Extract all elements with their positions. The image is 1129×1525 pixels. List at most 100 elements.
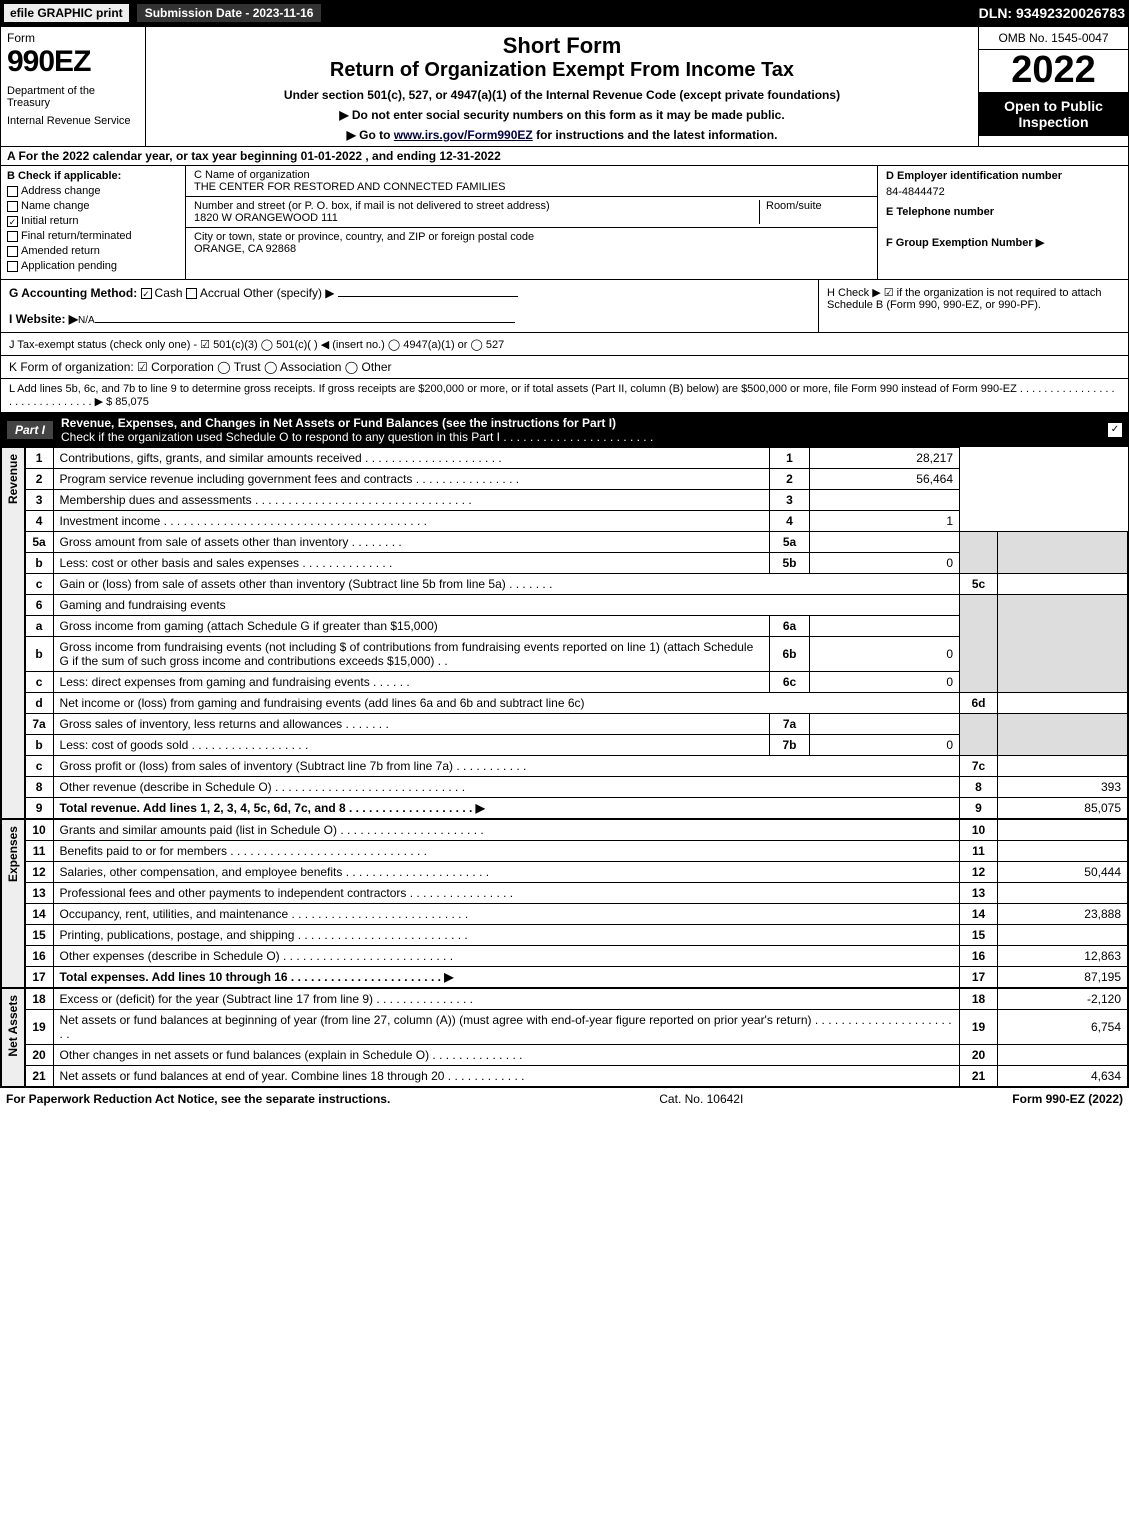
website-value: N/A xyxy=(78,315,95,326)
header-right: OMB No. 1545-0047 2022 Open to Public In… xyxy=(978,27,1128,146)
l7c-a xyxy=(998,756,1128,777)
l1-a: 28,217 xyxy=(810,448,960,469)
part-i-label: Part I xyxy=(7,421,53,439)
footer-catno: Cat. No. 10642I xyxy=(390,1092,1012,1106)
c-name-label: C Name of organization xyxy=(194,169,310,181)
form-label: Form xyxy=(7,31,139,45)
cb-cash[interactable]: ✓ xyxy=(141,288,152,299)
l6c-ma: 0 xyxy=(810,672,960,693)
accrual-label: Accrual xyxy=(200,286,240,300)
netassets-table: 18Excess or (deficit) for the year (Subt… xyxy=(25,988,1128,1087)
line-g: G Accounting Method: ✓Cash Accrual Other… xyxy=(1,280,818,332)
l9-n: 9 xyxy=(25,798,53,819)
part-i-checkbox[interactable]: ✓ xyxy=(1108,423,1122,437)
l6c-n: c xyxy=(25,672,53,693)
l1-i: 1 xyxy=(770,448,810,469)
line-k: K Form of organization: ☑ Corporation ◯ … xyxy=(1,356,1128,379)
l4-i: 4 xyxy=(770,511,810,532)
l2-i: 2 xyxy=(770,469,810,490)
section-de: D Employer identification number 84-4844… xyxy=(878,166,1128,279)
part-i-header: Part I Revenue, Expenses, and Changes in… xyxy=(1,413,1128,447)
l10-i: 10 xyxy=(960,820,998,841)
amended-return-label: Amended return xyxy=(21,245,100,257)
city-label: City or town, state or province, country… xyxy=(194,231,534,243)
l7a-mi: 7a xyxy=(770,714,810,735)
form-990ez: Form 990EZ Department of the Treasury In… xyxy=(0,26,1129,1088)
l7b-ma: 0 xyxy=(810,735,960,756)
l7c-d: Gross profit or (loss) from sales of inv… xyxy=(53,756,959,777)
l19-a: 6,754 xyxy=(998,1010,1128,1045)
l11-n: 11 xyxy=(25,841,53,862)
cb-address-change[interactable] xyxy=(7,186,18,197)
l10-a xyxy=(998,820,1128,841)
l4-a: 1 xyxy=(810,511,960,532)
l9-i: 9 xyxy=(960,798,998,819)
l2-a: 56,464 xyxy=(810,469,960,490)
cb-final-return[interactable] xyxy=(7,231,18,242)
section-c: C Name of organization THE CENTER FOR RE… xyxy=(186,166,878,279)
l20-d: Other changes in net assets or fund bala… xyxy=(53,1045,959,1066)
dln-label: DLN: 93492320026783 xyxy=(979,5,1125,21)
part-i-subtitle: Check if the organization used Schedule … xyxy=(61,430,653,444)
l14-i: 14 xyxy=(960,904,998,925)
l8-a: 393 xyxy=(998,777,1128,798)
cb-initial-return[interactable]: ✓ xyxy=(7,216,18,227)
l14-n: 14 xyxy=(25,904,53,925)
l5a-mi: 5a xyxy=(770,532,810,553)
cb-accrual[interactable] xyxy=(186,288,197,299)
l18-n: 18 xyxy=(25,989,53,1010)
footer-paperwork: For Paperwork Reduction Act Notice, see … xyxy=(6,1092,390,1106)
l5b-mi: 5b xyxy=(770,553,810,574)
l6d-a xyxy=(998,693,1128,714)
cb-name-change[interactable] xyxy=(7,201,18,212)
omb-number: OMB No. 1545-0047 xyxy=(979,27,1128,50)
l13-a xyxy=(998,883,1128,904)
l1-d: Contributions, gifts, grants, and simila… xyxy=(53,448,769,469)
ssn-note: ▶ Do not enter social security numbers o… xyxy=(156,108,968,122)
l7b-d: Less: cost of goods sold . . . . . . . .… xyxy=(53,735,769,756)
name-change-label: Name change xyxy=(21,200,90,212)
l7c-i: 7c xyxy=(960,756,998,777)
irs-label: Internal Revenue Service xyxy=(7,115,139,127)
l17-a: 87,195 xyxy=(998,967,1128,988)
l13-d: Professional fees and other payments to … xyxy=(53,883,959,904)
cb-amended-return[interactable] xyxy=(7,246,18,257)
l5b-d: Less: cost or other basis and sales expe… xyxy=(53,553,769,574)
application-pending-label: Application pending xyxy=(21,260,117,272)
l6b-mi: 6b xyxy=(770,637,810,672)
l19-i: 19 xyxy=(960,1010,998,1045)
page-footer: For Paperwork Reduction Act Notice, see … xyxy=(0,1088,1129,1110)
irs-link[interactable]: www.irs.gov/Form990EZ xyxy=(394,128,533,142)
l6d-n: d xyxy=(25,693,53,714)
short-form-title: Short Form xyxy=(156,33,968,59)
l5c-i: 5c xyxy=(960,574,998,595)
l7a-ma xyxy=(810,714,960,735)
l20-i: 20 xyxy=(960,1045,998,1066)
l15-a xyxy=(998,925,1128,946)
l19-n: 19 xyxy=(25,1010,53,1045)
l5a-ma xyxy=(810,532,960,553)
website-label: I Website: ▶ xyxy=(9,312,78,326)
line-a: A For the 2022 calendar year, or tax yea… xyxy=(1,147,1128,166)
l16-n: 16 xyxy=(25,946,53,967)
netassets-side-label: Net Assets xyxy=(1,988,25,1087)
final-return-label: Final return/terminated xyxy=(21,230,132,242)
l2-d: Program service revenue including govern… xyxy=(53,469,769,490)
l7c-n: c xyxy=(25,756,53,777)
l4-d: Investment income . . . . . . . . . . . … xyxy=(53,511,769,532)
city-value: ORANGE, CA 92868 xyxy=(194,243,296,255)
section-b: B Check if applicable: Address change Na… xyxy=(1,166,186,279)
l6a-mi: 6a xyxy=(770,616,810,637)
l6-d: Gaming and fundraising events xyxy=(53,595,959,616)
efile-print-button[interactable]: efile GRAPHIC print xyxy=(4,4,129,22)
l16-i: 16 xyxy=(960,946,998,967)
l12-n: 12 xyxy=(25,862,53,883)
l17-d: Total expenses. Add lines 10 through 16 … xyxy=(60,970,454,984)
tax-year: 2022 xyxy=(979,50,1128,92)
cb-application-pending[interactable] xyxy=(7,261,18,272)
l21-a: 4,634 xyxy=(998,1066,1128,1087)
l15-i: 15 xyxy=(960,925,998,946)
l9-d: Total revenue. Add lines 1, 2, 3, 4, 5c,… xyxy=(60,801,485,815)
street-value: 1820 W ORANGEWOOD 111 xyxy=(194,212,338,224)
l11-d: Benefits paid to or for members . . . . … xyxy=(53,841,959,862)
